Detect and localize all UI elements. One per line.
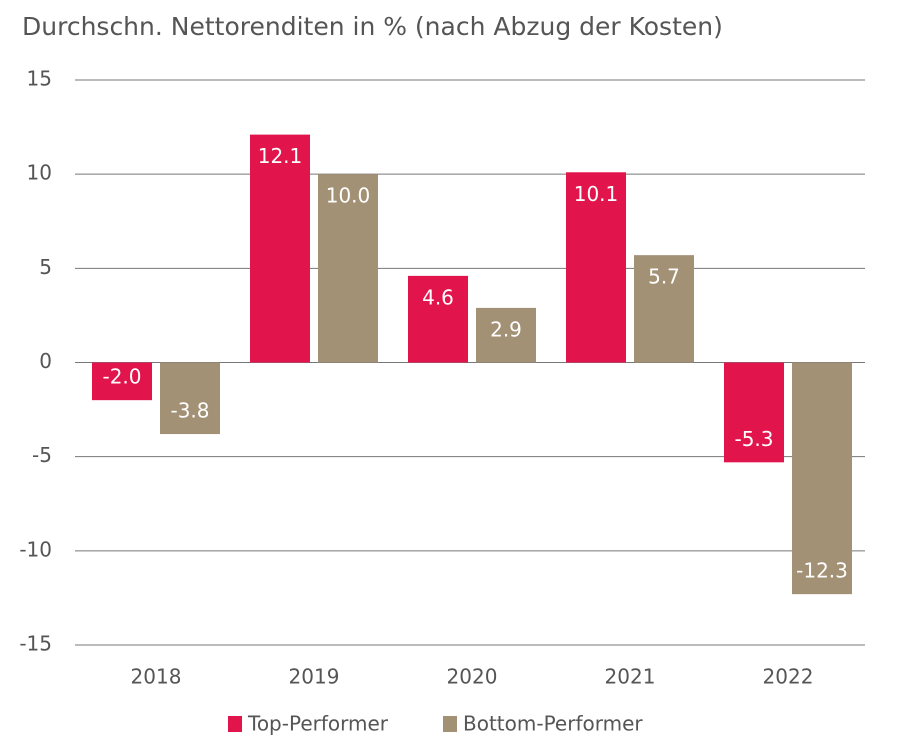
data-label: 5.7 (648, 265, 680, 289)
bar (792, 362, 852, 595)
bar (724, 362, 784, 463)
y-tick-label: 5 (39, 255, 52, 279)
y-tick-label: 0 (39, 349, 52, 373)
data-label: 4.6 (422, 285, 454, 309)
bar (476, 307, 536, 363)
bar (92, 362, 152, 401)
data-label: 10.0 (326, 184, 371, 208)
data-label: 12.1 (258, 144, 303, 168)
x-tick-label: 2020 (447, 665, 498, 689)
x-tick-label: 2019 (289, 665, 340, 689)
data-label: -3.8 (170, 399, 209, 423)
y-tick-label: 10 (27, 161, 52, 185)
data-label: -2.0 (102, 365, 141, 389)
bar (160, 362, 220, 435)
bar (318, 174, 378, 363)
chart-title: Durchschn. Nettorenditen in % (nach Abzu… (22, 12, 723, 41)
bar (250, 134, 310, 363)
data-label: -5.3 (734, 427, 773, 451)
legend-label: Top-Performer (247, 712, 389, 736)
y-tick-label: -15 (19, 632, 52, 656)
legend-label: Bottom-Performer (463, 712, 643, 736)
bar (634, 255, 694, 363)
y-tick-label: 15 (27, 67, 52, 91)
y-tick-label: -10 (19, 537, 52, 561)
bar (566, 172, 626, 363)
x-tick-label: 2022 (763, 665, 814, 689)
y-tick-label: -5 (32, 443, 52, 467)
data-label: -12.3 (796, 559, 848, 583)
bar (408, 275, 468, 363)
data-label: 2.9 (490, 317, 522, 341)
x-tick-label: 2018 (131, 665, 182, 689)
x-tick-label: 2021 (605, 665, 656, 689)
legend-swatch (443, 716, 457, 732)
data-label: 10.1 (574, 182, 619, 206)
legend-swatch (228, 716, 242, 732)
